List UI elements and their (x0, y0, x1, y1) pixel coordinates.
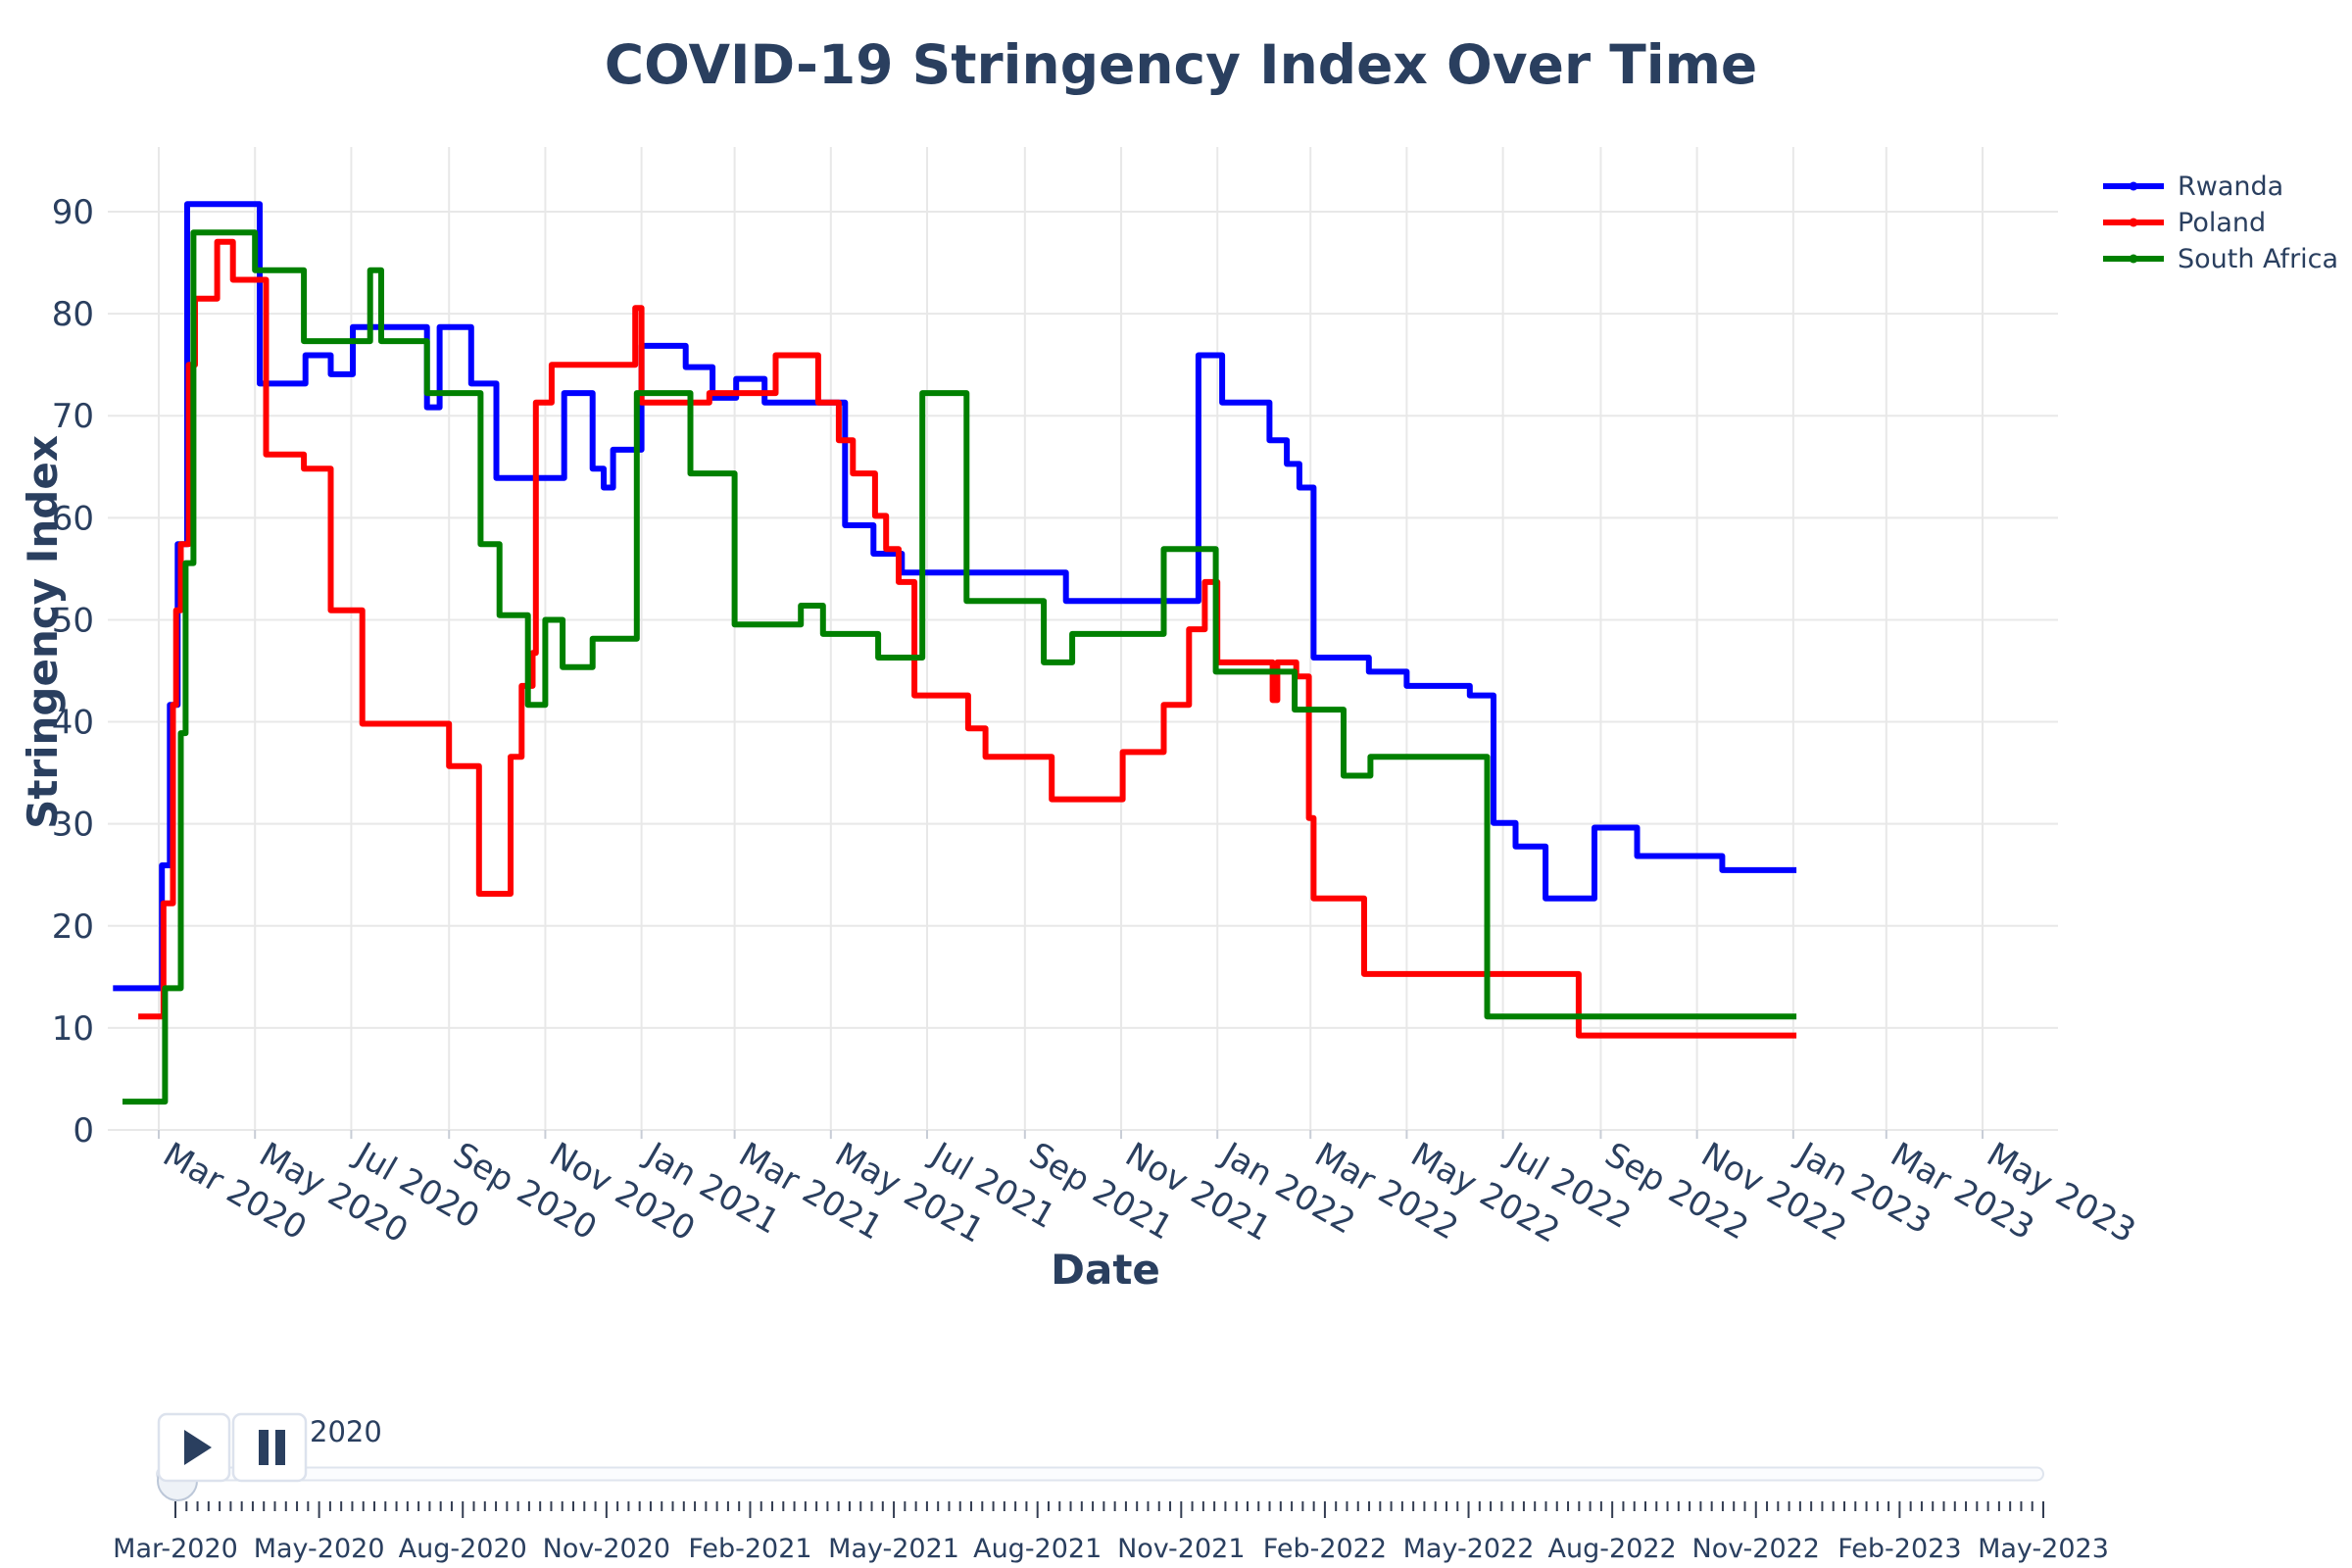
legend-item-rwanda[interactable]: Rwanda (2103, 172, 2283, 202)
y-axis-ticks: 0 10 20 30 40 50 60 70 80 90 (52, 193, 94, 1151)
y-tick-label: 30 (52, 806, 94, 845)
slider-tick-label: Feb-2023 (1838, 1534, 1961, 1564)
slider-tick-label: Nov-2021 (1117, 1534, 1245, 1564)
legend-label: Poland (2178, 208, 2266, 238)
gridlines (108, 147, 2058, 1131)
slider-tick-label: May-2023 (1978, 1534, 2109, 1564)
play-icon (184, 1430, 212, 1465)
y-tick-label: 50 (52, 601, 94, 640)
slider-tick-label: May-2020 (254, 1534, 385, 1564)
slider-current-year-label: 2020 (310, 1415, 382, 1448)
pause-icon (259, 1430, 269, 1465)
legend-item-south-africa[interactable]: South Africa (2103, 244, 2338, 274)
legend-marker-icon (2129, 181, 2138, 191)
slider-tick-label: Aug-2022 (1548, 1534, 1677, 1564)
slider-tick-label: Mar-2020 (113, 1534, 238, 1564)
y-tick-label: 90 (52, 193, 94, 232)
x-axis-title: Date (1051, 1246, 1160, 1294)
slider-tick-label: May-2021 (828, 1534, 959, 1564)
series-lines (113, 201, 1797, 1105)
slider-tick-label: Feb-2021 (688, 1534, 811, 1564)
legend-label: Rwanda (2178, 172, 2283, 202)
y-tick-label: 60 (52, 499, 94, 538)
y-tick-label: 70 (52, 397, 94, 436)
y-axis-title: Stringency Index (19, 435, 67, 829)
slider-tick-label: Nov-2022 (1692, 1534, 1820, 1564)
y-tick-label: 40 (52, 704, 94, 743)
y-tick-label: 0 (73, 1111, 94, 1151)
y-tick-label: 20 (52, 907, 94, 947)
slider-track[interactable] (156, 1466, 2044, 1482)
y-tick-label: 10 (52, 1009, 94, 1049)
chart-title: COVID-19 Stringency Index Over Time (605, 33, 1757, 96)
y-tick-label: 80 (52, 295, 94, 334)
series-line-south-africa (122, 229, 1797, 1105)
slider-ruler[interactable]: Mar-2020 May-2020 Aug-2020 Nov-2020 Feb-2021… (113, 1501, 2109, 1564)
legend-marker-icon (2129, 254, 2138, 264)
slider-tick-label: Feb-2022 (1263, 1534, 1387, 1564)
legend-item-poland[interactable]: Poland (2103, 208, 2266, 238)
legend: Rwanda Poland South Africa (2103, 172, 2338, 274)
legend-label: South Africa (2178, 244, 2338, 274)
pause-icon (275, 1430, 285, 1465)
series-line-poland (138, 238, 1797, 1039)
pause-button[interactable] (231, 1412, 308, 1483)
series-line-rwanda (113, 201, 1797, 992)
slider-tick-label: Aug-2020 (399, 1534, 527, 1564)
slider-tick-label: May-2022 (1403, 1534, 1535, 1564)
play-button[interactable] (157, 1412, 231, 1483)
slider-tick-label: Aug-2021 (973, 1534, 1102, 1564)
animation-controls: 2020 Mar-2020 May-2020 Aug-2020 Nov-2020 Feb… (113, 1412, 2109, 1564)
legend-marker-icon (2129, 218, 2138, 227)
slider-tick-label: Nov-2020 (543, 1534, 670, 1564)
